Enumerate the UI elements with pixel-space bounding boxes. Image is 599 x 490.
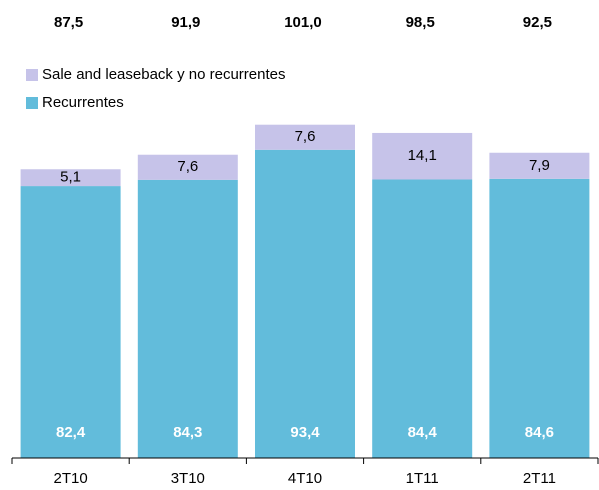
- segment-label: 84,4: [408, 424, 438, 441]
- total-label: 87,5: [54, 14, 83, 31]
- bar-segment: [137, 179, 238, 458]
- legend-swatch: [26, 97, 38, 109]
- x-tick-label: 2T10: [53, 470, 87, 487]
- bar-segment: [372, 179, 473, 459]
- bar-segment: [255, 149, 355, 458]
- segment-label: 84,6: [525, 424, 554, 441]
- total-label: 101,0: [284, 14, 322, 31]
- bar-segment: [489, 152, 590, 179]
- bar-segment: [489, 178, 590, 458]
- segment-label: 7,6: [295, 128, 316, 145]
- bar-segment: [372, 132, 473, 180]
- segment-label: 14,1: [408, 147, 437, 164]
- total-label: 98,5: [406, 14, 435, 31]
- x-tick-label: 2T11: [523, 470, 556, 487]
- total-label: 92,5: [523, 14, 552, 31]
- legend-label: Recurrentes: [42, 94, 124, 111]
- bar-segment: [137, 154, 238, 180]
- bar-segment: [20, 169, 121, 187]
- legend-label: Sale and leaseback y no recurrentes: [42, 66, 285, 83]
- segment-label: 82,4: [56, 424, 86, 441]
- total-label: 91,9: [171, 14, 200, 31]
- x-tick-label: 1T11: [406, 470, 439, 487]
- legend-swatch: [26, 69, 38, 81]
- x-tick-label: 4T10: [288, 470, 322, 487]
- x-tick-label: 3T10: [171, 470, 205, 487]
- segment-label: 7,6: [177, 158, 198, 175]
- bar-segment: [20, 186, 121, 458]
- segment-label: 5,1: [60, 169, 81, 186]
- segment-label: 84,3: [173, 424, 202, 441]
- bar-segment: [255, 124, 355, 150]
- segment-label: 7,9: [529, 157, 550, 174]
- segment-label: 93,4: [290, 424, 320, 441]
